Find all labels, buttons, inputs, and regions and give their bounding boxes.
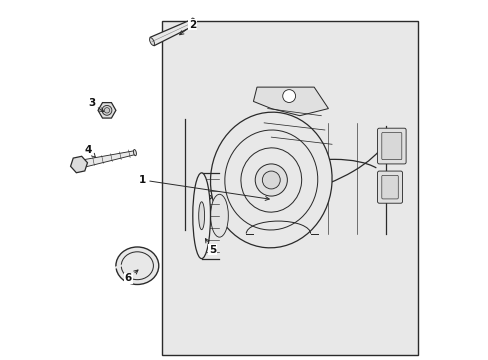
FancyBboxPatch shape [381,175,397,199]
Circle shape [104,108,109,113]
Text: 5: 5 [205,239,216,255]
FancyBboxPatch shape [381,132,401,159]
Ellipse shape [121,252,153,280]
Ellipse shape [191,18,196,26]
Ellipse shape [210,112,331,248]
Circle shape [282,90,295,103]
Ellipse shape [149,38,154,45]
FancyBboxPatch shape [377,128,405,164]
Ellipse shape [116,247,159,284]
Circle shape [255,164,287,196]
FancyBboxPatch shape [377,171,402,203]
Polygon shape [253,87,328,116]
Text: 6: 6 [124,270,138,283]
Text: 1: 1 [139,175,269,201]
Bar [162,21,417,355]
Polygon shape [150,19,195,46]
Circle shape [262,171,280,189]
Text: 2: 2 [179,19,196,35]
Text: 3: 3 [88,98,103,112]
Ellipse shape [192,173,210,258]
Polygon shape [78,151,135,168]
Ellipse shape [210,194,228,237]
Ellipse shape [133,149,136,156]
Text: 4: 4 [84,145,95,157]
Circle shape [102,105,112,115]
Ellipse shape [198,202,204,230]
